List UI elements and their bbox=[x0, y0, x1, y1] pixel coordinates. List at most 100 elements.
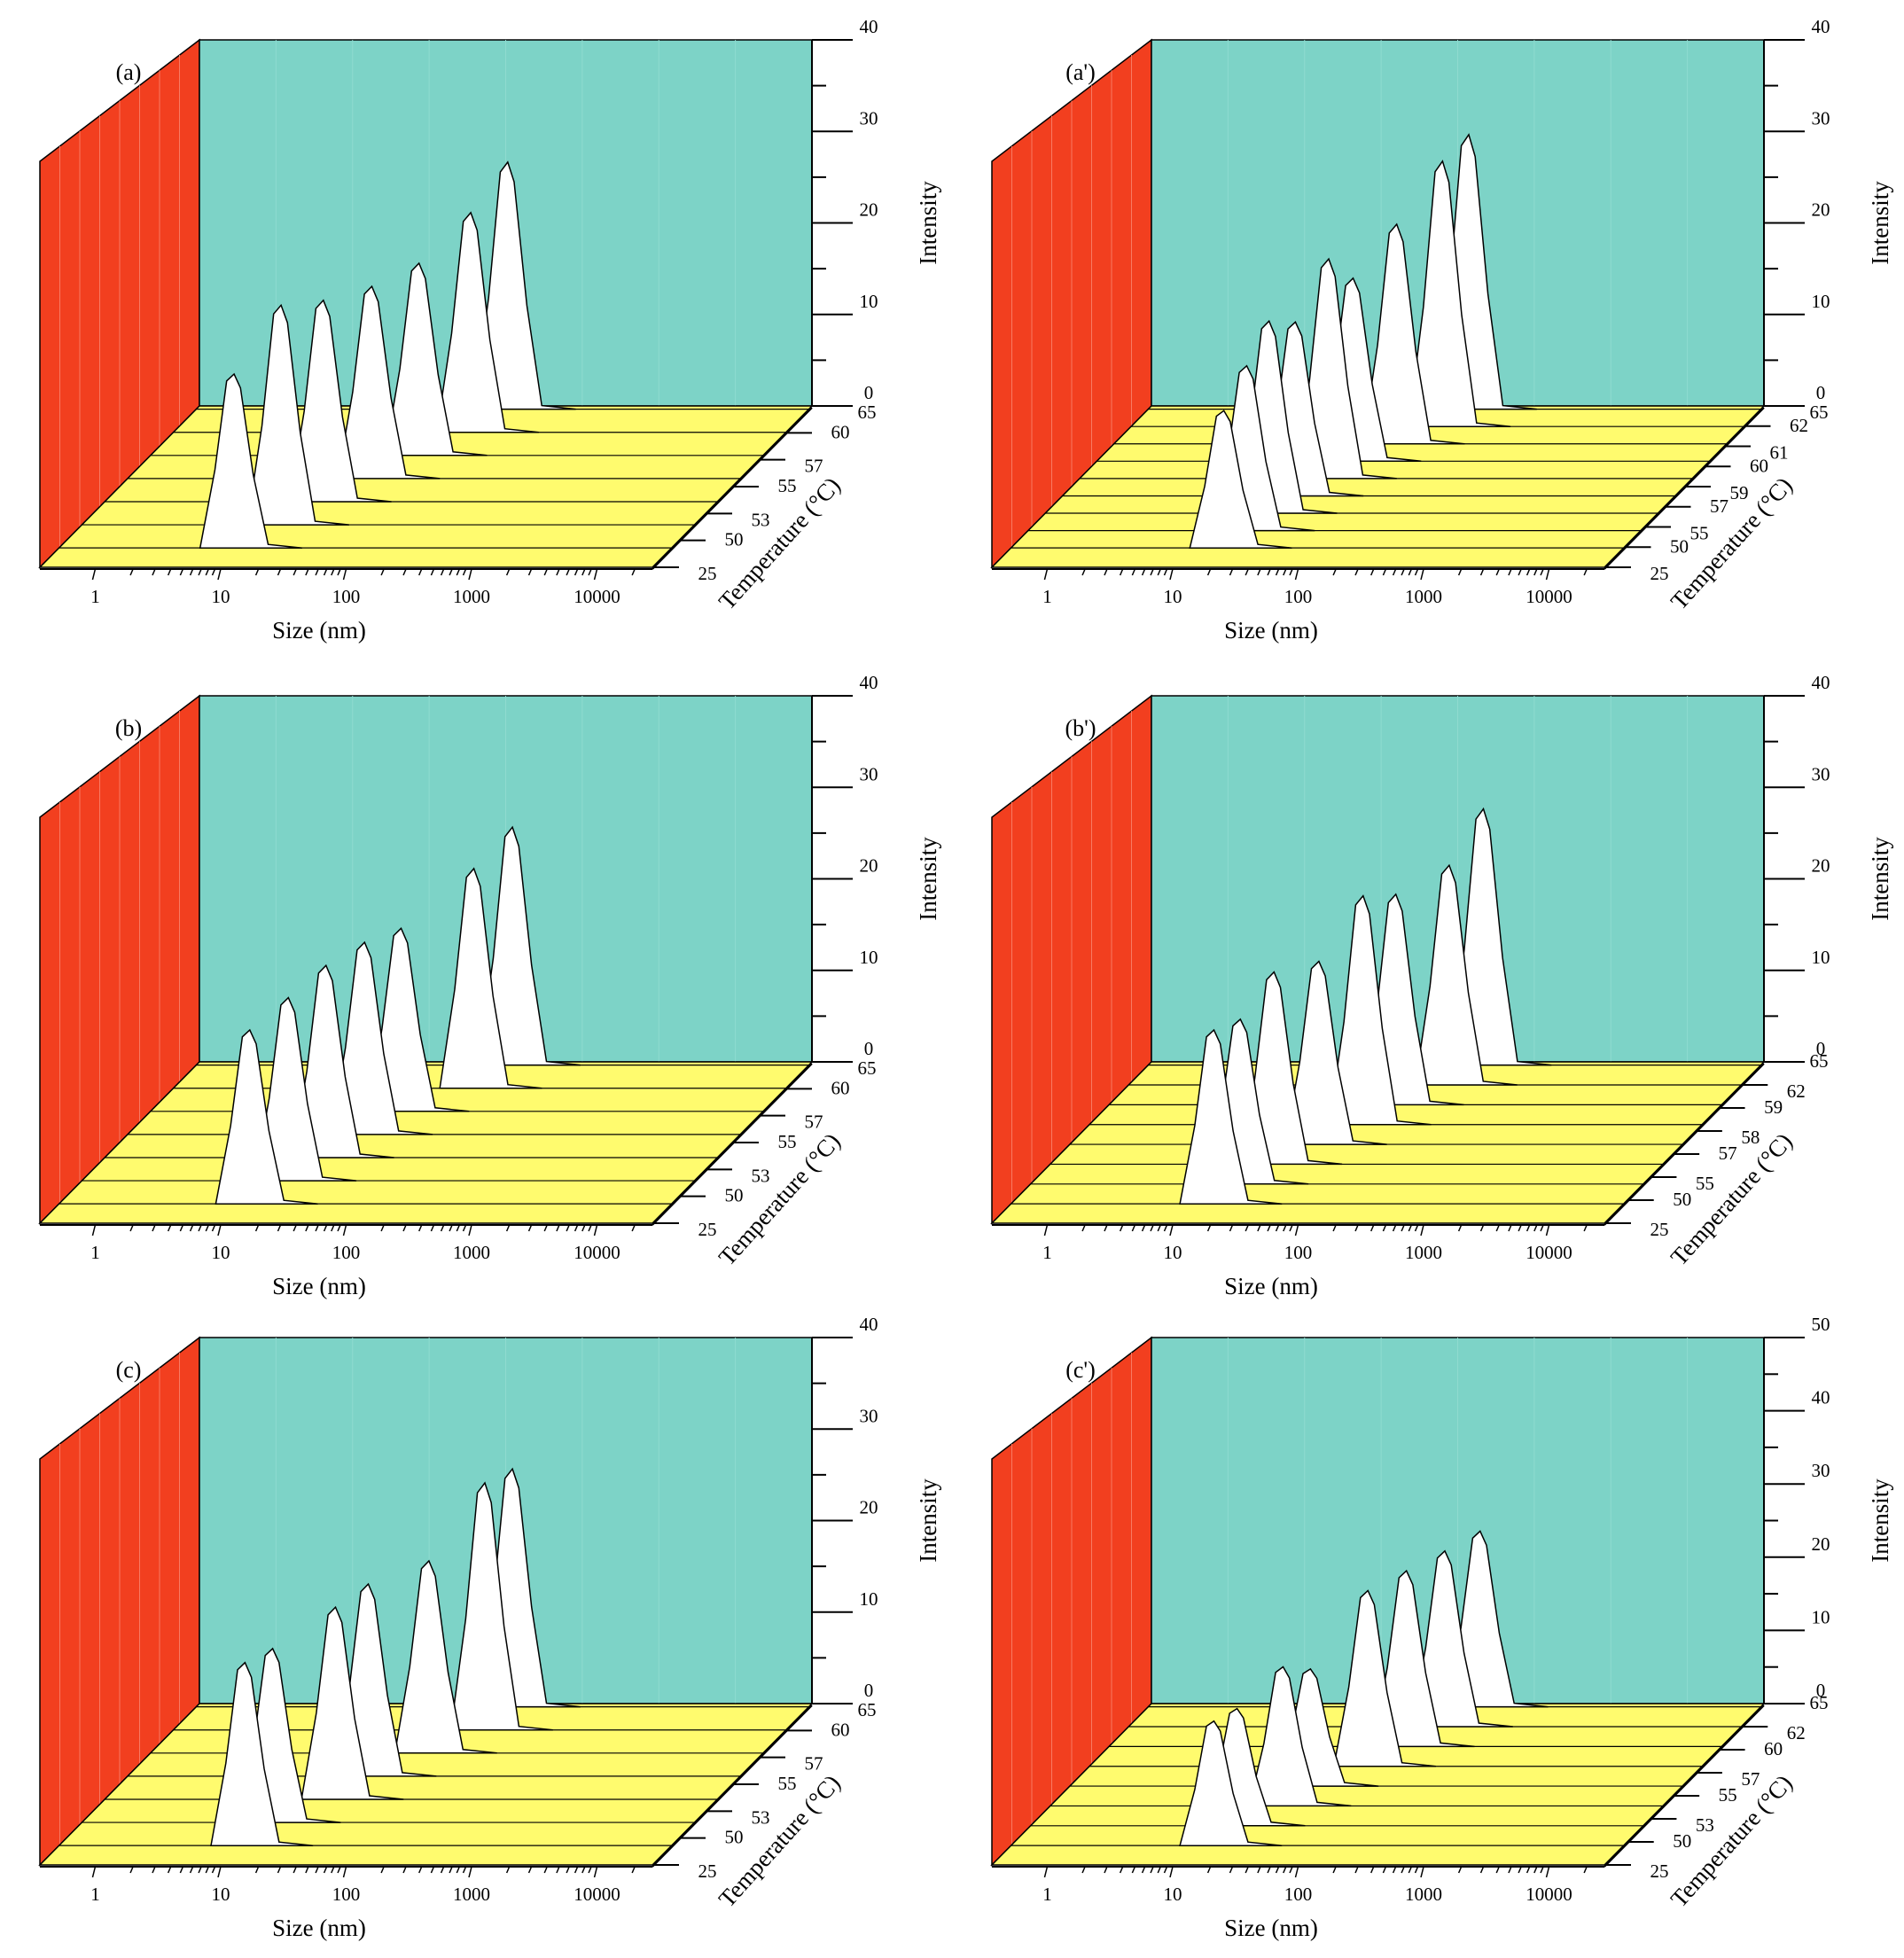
chart-svg: 0 10 20 30 40 Intensity 1 10 100 1000 10000 Size (n… bbox=[990, 16, 1893, 644]
temperature-tick-label: 53 bbox=[752, 509, 770, 530]
peak-59 bbox=[1361, 893, 1464, 1106]
x-tick-label: 100 bbox=[1284, 1242, 1313, 1263]
temperature-tick-label: 25 bbox=[1650, 1860, 1669, 1882]
y-tick-label: 0 bbox=[864, 382, 874, 403]
peak-60 bbox=[1371, 1569, 1475, 1748]
panel-label: (b') bbox=[1065, 715, 1096, 741]
y-tick-label: 30 bbox=[1812, 1460, 1830, 1481]
temperature-tick-label: 60 bbox=[1764, 1738, 1783, 1759]
peak-60 bbox=[435, 211, 539, 433]
peak-58 bbox=[1328, 894, 1432, 1126]
x-tick-label: 10000 bbox=[1526, 1242, 1572, 1263]
temperature-tick-label: 62 bbox=[1787, 1722, 1806, 1743]
y-tick-label: 40 bbox=[1812, 672, 1830, 693]
temperature-tick-label: 62 bbox=[1790, 415, 1808, 436]
temperature-tick-label: 57 bbox=[1719, 1143, 1737, 1164]
y-tick-label: 10 bbox=[1812, 291, 1830, 312]
chart-svg: 0 10 20 30 40 Intensity 1 10 100 1000 10000 Size (n… bbox=[38, 16, 941, 644]
x-axis-title: Size (nm) bbox=[1224, 1915, 1318, 1941]
y-tick-label: 40 bbox=[1812, 1387, 1830, 1408]
temperature-tick-label: 65 bbox=[1810, 1692, 1829, 1713]
x-tick-label: 10000 bbox=[574, 1884, 620, 1905]
y-axis-title: Intensity bbox=[1867, 837, 1893, 921]
y-tick-label: 20 bbox=[860, 1497, 878, 1518]
peak-25 bbox=[210, 1661, 314, 1846]
peak-50 bbox=[246, 303, 349, 526]
x-axis-title: Size (nm) bbox=[272, 1273, 366, 1299]
y-tick-label: 10 bbox=[1812, 1606, 1830, 1627]
x-axis-title: Size (nm) bbox=[272, 1915, 366, 1941]
peak-53 bbox=[291, 963, 394, 1158]
temperature-tick-label: 50 bbox=[1673, 1830, 1691, 1852]
temperature-tick-label: 59 bbox=[1730, 482, 1749, 503]
temperature-tick-label: 65 bbox=[1810, 402, 1829, 423]
temperature-tick-label: 60 bbox=[831, 421, 850, 442]
peak-25 bbox=[1179, 1028, 1283, 1205]
y-axis-title: Intensity bbox=[1867, 181, 1893, 265]
x-tick-label: 10 bbox=[1163, 1242, 1182, 1263]
temperature-tick-label: 50 bbox=[725, 1185, 744, 1206]
temperature-tick-label: 61 bbox=[1770, 442, 1789, 464]
temperature-tick-label: 55 bbox=[1696, 1173, 1714, 1194]
temperature-tick-label: 55 bbox=[778, 1131, 797, 1152]
y-tick-label: 0 bbox=[864, 1038, 874, 1059]
x-tick-label: 1000 bbox=[453, 586, 490, 607]
y-tick-label: 10 bbox=[1812, 947, 1830, 968]
peak-59 bbox=[1293, 257, 1397, 480]
y-tick-label: 20 bbox=[1812, 855, 1830, 877]
x-tick-label: 100 bbox=[332, 1884, 361, 1905]
chart-svg: 0 10 20 30 40 50 Intensity 1 10 100 1000 10000 Size … bbox=[990, 1314, 1893, 1941]
y-tick-label: 20 bbox=[1812, 1533, 1830, 1555]
y-tick-label: 50 bbox=[1812, 1314, 1830, 1335]
panel-c-prime: 0 10 20 30 40 50 Intensity 1 10 100 1000 10000 Size … bbox=[952, 1298, 1904, 1958]
temperature-tick-label: 53 bbox=[1696, 1814, 1714, 1836]
x-tick-label: 1 bbox=[90, 1884, 100, 1905]
y-tick-label: 10 bbox=[860, 1588, 878, 1610]
temperature-tick-label: 53 bbox=[752, 1165, 770, 1186]
x-tick-label: 10 bbox=[211, 586, 230, 607]
chart-svg: 0 10 20 30 40 Intensity 1 10 100 1000 10000 Size (n… bbox=[38, 672, 941, 1299]
y-tick-label: 20 bbox=[860, 199, 878, 221]
x-tick-label: 100 bbox=[332, 1242, 361, 1263]
y-tick-label: 30 bbox=[860, 1405, 878, 1426]
temperature-tick-label: 65 bbox=[858, 1057, 877, 1079]
x-tick-label: 10000 bbox=[574, 586, 620, 607]
peak-65 bbox=[1448, 807, 1552, 1066]
x-tick-label: 1000 bbox=[1405, 1242, 1442, 1263]
panel-b-prime: 0 10 20 30 40 Intensity 1 10 100 1000 10000 Size (n… bbox=[952, 656, 1904, 1316]
x-axis-title: Size (nm) bbox=[1224, 1273, 1318, 1299]
temperature-tick-label: 65 bbox=[858, 1699, 877, 1720]
temperature-tick-label: 60 bbox=[1750, 455, 1768, 476]
peak-60 bbox=[439, 867, 542, 1089]
temperature-tick-label: 55 bbox=[778, 1773, 797, 1794]
x-tick-label: 10000 bbox=[574, 1242, 620, 1263]
x-tick-label: 1000 bbox=[453, 1884, 490, 1905]
y-axis-title: Intensity bbox=[915, 181, 941, 265]
x-tick-label: 10 bbox=[1163, 586, 1182, 607]
chart-svg: 0 10 20 30 40 Intensity 1 10 100 1000 10000 Size (n… bbox=[990, 672, 1893, 1299]
peak-60 bbox=[449, 1481, 553, 1731]
peak-62 bbox=[1409, 1549, 1513, 1728]
y-tick-label: 20 bbox=[860, 855, 878, 877]
y-tick-label: 30 bbox=[1812, 107, 1830, 129]
peak-62 bbox=[1408, 160, 1511, 427]
temperature-tick-label: 65 bbox=[858, 402, 877, 423]
panel-b: 0 10 20 30 40 Intensity 1 10 100 1000 10000 Size (n… bbox=[0, 656, 952, 1316]
peak-57 bbox=[384, 261, 488, 456]
panel-a-prime: 0 10 20 30 40 Intensity 1 10 100 1000 10000 Size (n… bbox=[952, 0, 1904, 660]
peak-25 bbox=[215, 1028, 318, 1205]
temperature-tick-label: 60 bbox=[831, 1077, 850, 1098]
temperature-tick-label: 50 bbox=[725, 529, 744, 550]
y-tick-label: 30 bbox=[1812, 763, 1830, 784]
y-tick-label: 30 bbox=[860, 107, 878, 129]
temperature-tick-label: 57 bbox=[805, 1753, 823, 1775]
y-tick-label: 40 bbox=[1812, 16, 1830, 37]
y-tick-label: 10 bbox=[860, 947, 878, 968]
x-axis-title: Size (nm) bbox=[272, 617, 366, 644]
peak-25 bbox=[1179, 1720, 1283, 1846]
peak-25 bbox=[1189, 410, 1292, 549]
y-axis-title: Intensity bbox=[915, 1478, 941, 1563]
y-tick-label: 40 bbox=[860, 16, 878, 37]
temperature-tick-label: 57 bbox=[805, 456, 823, 477]
